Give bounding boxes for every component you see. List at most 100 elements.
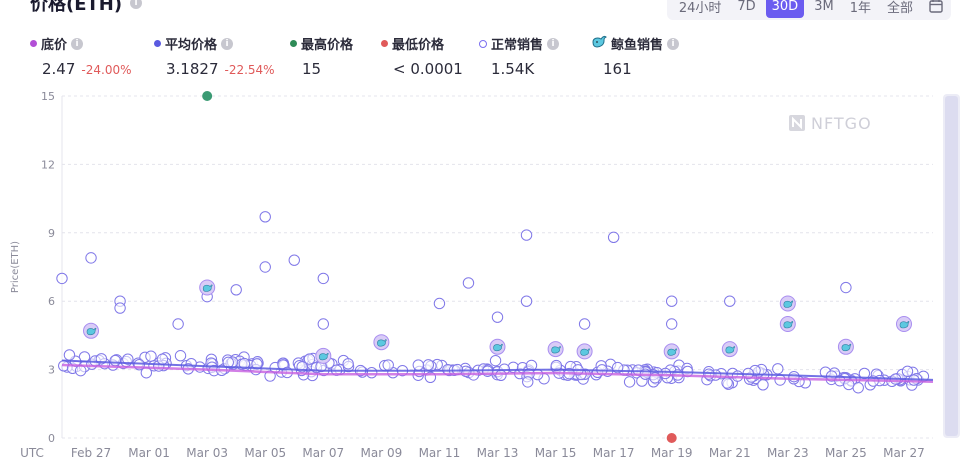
normal-sale-point: [145, 350, 157, 362]
range-1y-button[interactable]: 1年: [849, 0, 871, 16]
x-tick-label: Mar 21: [709, 446, 751, 458]
y-tick-label: 9: [48, 227, 55, 240]
whale-sale-point: [779, 316, 796, 332]
stat-label: 最低价格: [392, 38, 445, 53]
normal-sale-point: [433, 297, 446, 310]
range-all-button[interactable]: 全部: [886, 0, 913, 16]
lowest-sale-point: [666, 432, 677, 443]
normal-sale-point: [174, 350, 187, 362]
normal-sale-point: [462, 277, 475, 289]
stat-value: < 0.0001: [393, 60, 463, 78]
stat-value: 161: [603, 60, 632, 78]
trend-lines: [61, 359, 934, 383]
normal-sale-point: [122, 353, 134, 365]
normal-sale-point: [238, 357, 251, 370]
normal-sale-point: [288, 254, 300, 266]
normal-sale-point: [422, 359, 435, 371]
normal-sale-point: [230, 284, 242, 296]
stat-label: 平均价格: [165, 38, 218, 53]
title-text: 价格(ETH): [30, 0, 123, 15]
normal-sale-point: [74, 364, 87, 377]
stat-label: 最高价格: [301, 38, 354, 53]
normal-sale-point: [788, 370, 800, 383]
stat-min: 最低价格 < 0.0001: [381, 34, 479, 78]
stat-value: 1.54K: [491, 60, 535, 78]
stat-change: -24.00%: [81, 63, 132, 77]
max-dot-icon: [290, 40, 297, 47]
stat-normal-sales: 正常销售 i 1.54K: [479, 34, 591, 78]
y-tick-label: 0: [48, 432, 55, 445]
normal-sale-point: [172, 318, 184, 330]
stat-value: 2.47: [42, 60, 76, 78]
x-tick-label: Mar 13: [477, 446, 519, 458]
normal-sale-point: [317, 318, 329, 330]
normal-sale-point: [365, 366, 378, 379]
normal-sale-point: [259, 211, 271, 223]
normal-sale-point: [840, 281, 852, 294]
y-tick-label: 15: [41, 90, 55, 103]
normal-sale-point: [489, 354, 502, 367]
normal-sale-point: [550, 359, 563, 372]
normal-ring-icon: [479, 39, 487, 48]
stat-value: 3.1827: [166, 60, 219, 78]
range-24h-button[interactable]: 24小时: [678, 0, 722, 16]
normal-sale-point: [109, 354, 121, 367]
normal-sale-point: [703, 368, 715, 380]
normal-sale-point: [63, 349, 76, 361]
whale-sale-point: [576, 343, 593, 360]
whale-sale-point: [896, 316, 912, 332]
info-icon[interactable]: i: [667, 37, 680, 50]
normal-sale-point: [520, 229, 533, 241]
normal-sale-point: [156, 353, 169, 365]
x-tick-label: Mar 01: [128, 446, 170, 458]
whale-sale-point: [489, 338, 506, 355]
normal-sale-point: [522, 376, 534, 388]
stat-label: 鲸鱼销售: [611, 38, 664, 53]
y-tick-label: 3: [48, 364, 55, 377]
normal-sale-point: [607, 231, 620, 244]
chart-scrollbar[interactable]: [943, 94, 960, 438]
info-icon[interactable]: i: [130, 0, 143, 9]
calendar-icon[interactable]: [927, 0, 945, 14]
normal-sale-point: [382, 359, 394, 371]
watermark-text: NFTGO: [811, 114, 872, 133]
nftgo-watermark: NFTGO: [789, 114, 872, 133]
stat-label: 底价: [41, 38, 68, 53]
normal-sale-point: [495, 369, 507, 381]
whale-sale-point: [837, 338, 854, 355]
time-range-selector: 24小时 7D 30D 3M 1年 全部: [666, 0, 951, 20]
normal-sale-point: [666, 295, 678, 307]
normal-sale-point: [724, 295, 736, 307]
x-tick-label: Mar 17: [593, 446, 635, 458]
x-tick-label: Mar 23: [767, 446, 809, 458]
stat-change: -22.54%: [224, 63, 275, 77]
normal-sale-point: [757, 379, 769, 391]
range-7d-button[interactable]: 7D: [737, 0, 756, 14]
info-icon[interactable]: i: [547, 37, 560, 50]
normal-sale-point: [578, 318, 591, 330]
stat-avg: 平均价格 i 3.1827 -22.54%: [154, 34, 290, 78]
x-tick-label: UTC: [20, 446, 44, 458]
range-30d-button[interactable]: 30D: [765, 0, 805, 18]
whale-sale-point: [663, 343, 680, 360]
avg-price-line: [61, 359, 934, 381]
normal-sale-point: [412, 359, 425, 371]
avg-dot-icon: [154, 40, 161, 47]
whale-sale-point: [373, 334, 390, 351]
x-axis-ticks: UTC Feb 27 Mar 01 Mar 03 Mar 05 Mar 07 Mar 09 M…: [20, 446, 925, 458]
whale-sale-point: [721, 341, 738, 358]
normal-sale-point: [317, 272, 329, 285]
info-icon[interactable]: i: [221, 37, 234, 50]
x-tick-label: Mar 15: [535, 446, 577, 458]
x-tick-label: Mar 25: [825, 446, 867, 458]
whale-icon: [591, 35, 607, 53]
x-tick-label: Mar 11: [419, 446, 461, 458]
x-tick-label: Mar 09: [360, 446, 402, 458]
stat-value: 15: [302, 60, 322, 78]
extreme-points: [202, 91, 677, 443]
normal-sale-point: [342, 358, 354, 370]
page-title: 价格(ETH) i: [30, 0, 143, 16]
range-3m-button[interactable]: 3M: [814, 0, 834, 14]
info-icon[interactable]: i: [71, 37, 84, 50]
